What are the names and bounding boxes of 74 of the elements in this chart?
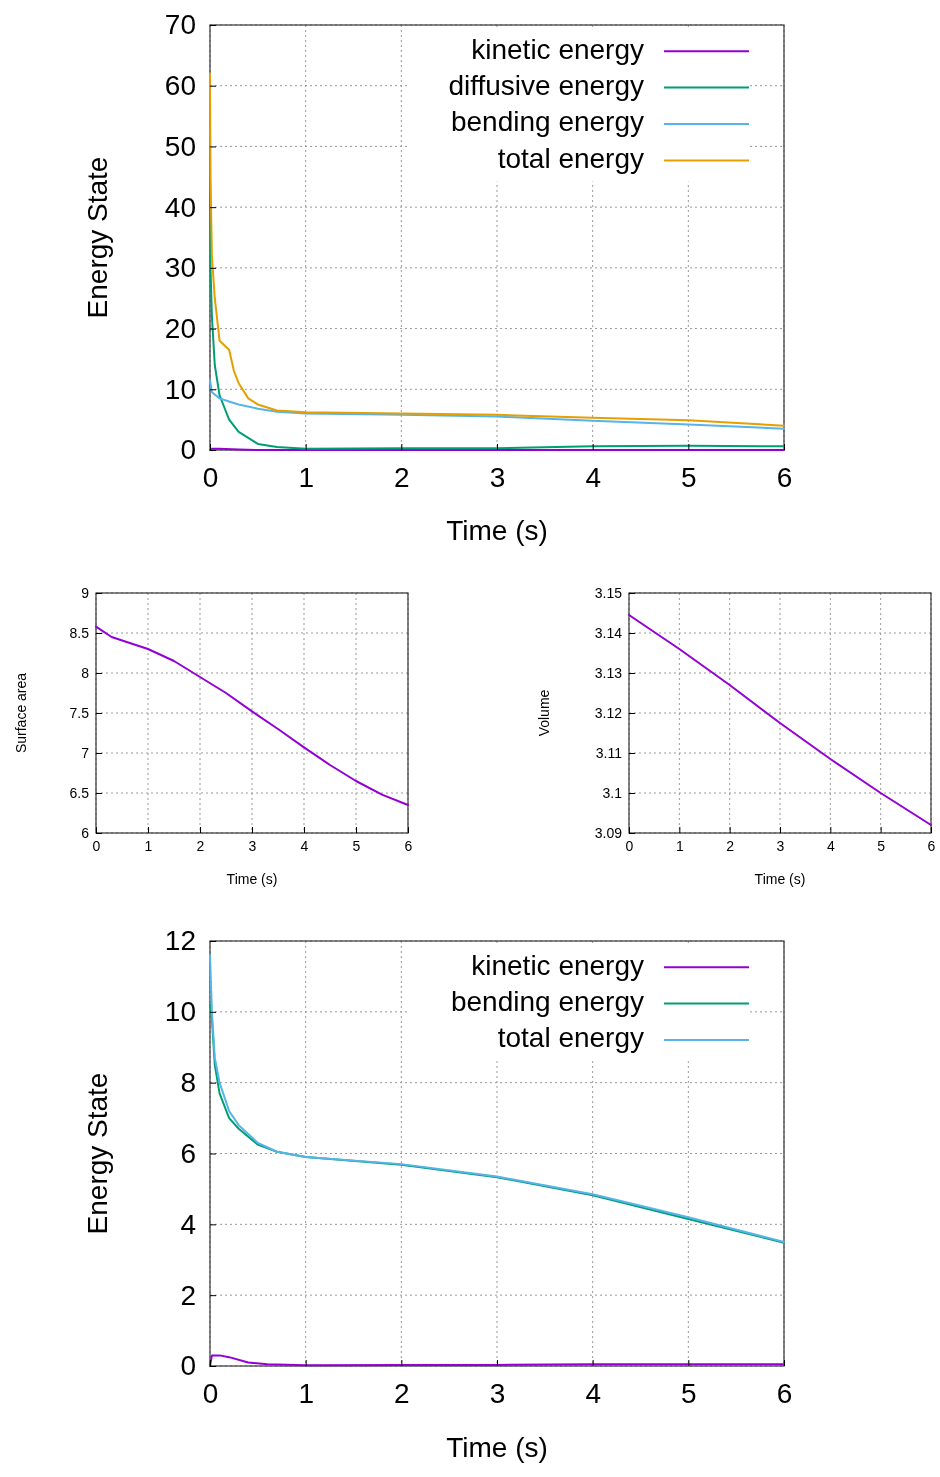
line-series <box>95 625 409 806</box>
x-tick-label: 3 <box>776 838 785 855</box>
y-axis-title: Surface area <box>12 672 29 754</box>
y-tick-label: 9 <box>81 584 90 601</box>
legend-label: bending energy <box>450 985 644 1017</box>
legend-label: total energy <box>497 1022 644 1054</box>
y-tick-label: 4 <box>180 1208 196 1240</box>
y-tick-label: 12 <box>164 925 196 957</box>
y-tick-label: 3.1 <box>602 784 623 801</box>
legend-label: kinetic energy <box>471 949 644 981</box>
y-tick-label: 8 <box>180 1067 196 1099</box>
line-series <box>628 614 932 826</box>
x-tick-label: 2 <box>394 461 410 493</box>
line-series <box>209 954 785 1244</box>
x-axis-title: Time (s) <box>446 515 548 546</box>
x-tick-label: 3 <box>489 1377 506 1409</box>
y-axis-title: Energy State <box>82 1072 114 1235</box>
y-tick-label: 50 <box>164 130 196 162</box>
y-tick-label: 2 <box>180 1279 196 1311</box>
x-tick-label: 2 <box>726 838 735 855</box>
x-tick-label: 1 <box>144 838 153 855</box>
x-tick-label: 1 <box>298 1377 314 1409</box>
y-axis-title: Volume <box>535 689 552 737</box>
y-tick-label: 0 <box>180 434 196 466</box>
x-tick-label: 0 <box>202 1377 219 1409</box>
y-tick-label: 8 <box>81 664 90 681</box>
line-series <box>209 379 785 430</box>
y-tick-label: 6 <box>180 1137 196 1169</box>
x-axis-title: Time (s) <box>226 871 278 887</box>
y-tick-label: 3.14 <box>594 624 623 641</box>
y-tick-label: 10 <box>164 373 196 405</box>
x-tick-label: 6 <box>776 1377 793 1409</box>
x-tick-label: 1 <box>675 838 684 855</box>
y-tick-label: 6.5 <box>69 784 90 801</box>
y-axis-title: Energy State <box>82 156 114 319</box>
y-tick-label: 6 <box>81 824 90 841</box>
y-tick-label: 30 <box>164 252 196 284</box>
y-tick-label: 40 <box>164 191 196 223</box>
x-tick-label: 2 <box>394 1377 410 1409</box>
x-tick-label: 6 <box>776 461 793 493</box>
x-tick-label: 5 <box>681 1377 697 1409</box>
x-tick-label: 5 <box>681 461 697 493</box>
y-tick-label: 3.11 <box>595 744 623 761</box>
x-tick-label: 0 <box>202 461 219 493</box>
x-axis-title: Time (s) <box>754 871 806 887</box>
y-tick-label: 7 <box>81 744 90 761</box>
legend-label: total energy <box>497 142 644 174</box>
y-tick-label: 8.5 <box>69 624 90 641</box>
y-tick-label: 0 <box>180 1350 196 1382</box>
y-tick-label: 70 <box>164 9 196 41</box>
x-tick-label: 3 <box>248 838 257 855</box>
x-tick-label: 1 <box>298 461 314 493</box>
x-tick-label: 0 <box>625 838 634 855</box>
y-tick-label: 10 <box>164 996 196 1028</box>
x-tick-label: 5 <box>352 838 361 855</box>
x-tick-label: 6 <box>404 838 413 855</box>
x-axis-title: Time (s) <box>446 1432 548 1463</box>
y-tick-label: 20 <box>164 313 196 345</box>
y-tick-label: 3.15 <box>594 584 623 601</box>
line-series <box>209 72 785 427</box>
x-tick-label: 4 <box>826 838 835 855</box>
y-tick-label: 7.5 <box>69 704 90 721</box>
legend-label: bending energy <box>450 106 644 138</box>
y-tick-label: 3.12 <box>594 704 623 721</box>
x-tick-label: 3 <box>489 461 506 493</box>
y-tick-label: 60 <box>164 70 196 102</box>
x-tick-label: 5 <box>877 838 886 855</box>
y-tick-label: 3.09 <box>594 824 623 841</box>
x-tick-label: 0 <box>92 838 101 855</box>
x-tick-label: 6 <box>927 838 936 855</box>
y-tick-label: 3.13 <box>594 664 623 681</box>
x-tick-label: 4 <box>300 838 309 855</box>
legend-label: diffusive energy <box>448 69 644 101</box>
legend-label: kinetic energy <box>471 33 644 65</box>
